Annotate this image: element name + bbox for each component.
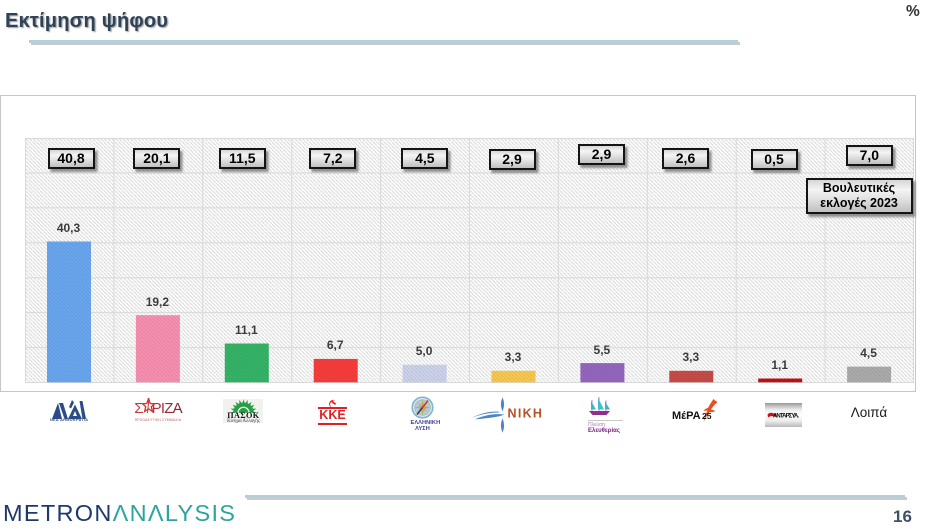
svg-text:ΑΝΤΑΡΣΥΑ.: ΑΝΤΑΡΣΥΑ. [773, 414, 799, 420]
svg-text:25: 25 [702, 411, 712, 421]
svg-text:ΝΙΚΗ: ΝΙΚΗ [508, 406, 544, 420]
svg-text:ΜέΡΑ: ΜέΡΑ [672, 410, 701, 422]
